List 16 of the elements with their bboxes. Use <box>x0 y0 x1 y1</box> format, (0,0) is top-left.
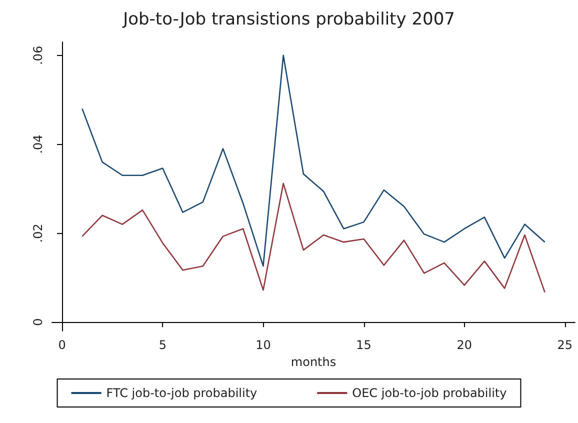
x-tick-label: 5 <box>158 338 166 352</box>
y-tick-label: .02 <box>31 224 45 243</box>
line-series <box>82 182 546 293</box>
x-tick-label: 20 <box>456 338 472 352</box>
x-axis-title: months <box>290 354 336 369</box>
chart-title: Job-to-Job transistions probability 2007 <box>122 10 455 30</box>
y-tick-label: .06 <box>31 46 45 65</box>
legend-label: FTC job-to-job probability <box>106 386 258 400</box>
x-tick-label: 15 <box>356 338 372 352</box>
legend-label: OEC job-to-job probability <box>352 386 507 400</box>
y-tick-label: .04 <box>31 134 45 154</box>
line-series <box>82 54 546 267</box>
y-tick-label: 0 <box>31 318 45 326</box>
x-tick-label: 0 <box>58 338 66 352</box>
x-tick-label: 10 <box>256 338 271 352</box>
x-tick-label: 25 <box>557 338 573 352</box>
